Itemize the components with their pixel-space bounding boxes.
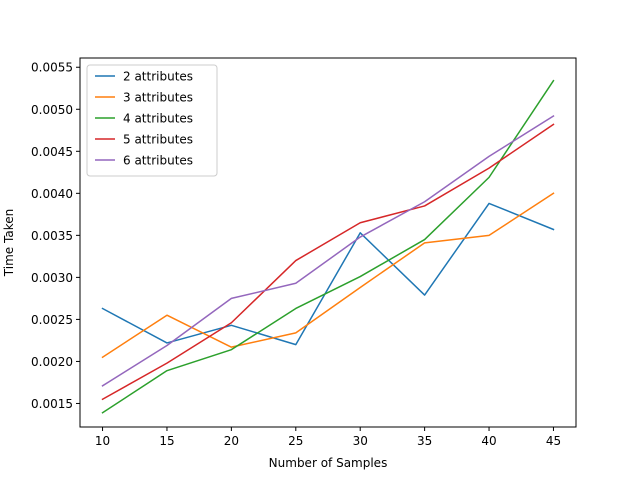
legend-box xyxy=(86,64,218,177)
legend-label: 2 attributes xyxy=(123,70,193,84)
x-tick-label: 45 xyxy=(546,434,561,448)
y-tick-label: 0.0015 xyxy=(31,397,73,411)
series-line-4 xyxy=(101,123,555,401)
series-line-2 xyxy=(101,192,555,359)
x-tick-label: 35 xyxy=(417,434,432,448)
legend: 2 attributes 3 attributes 4 attributes 5 at… xyxy=(86,64,218,177)
x-tick-label: 10 xyxy=(95,434,110,448)
legend-label: 4 attributes xyxy=(123,112,193,126)
y-tick-label: 0.0040 xyxy=(31,187,73,201)
series-line-5 xyxy=(101,114,555,387)
y-tick-label: 0.0035 xyxy=(31,229,73,243)
y-tick-label: 0.0020 xyxy=(31,355,73,369)
x-tick-label: 30 xyxy=(353,434,368,448)
y-axis-label: Time Taken xyxy=(2,209,16,277)
x-tick-label: 40 xyxy=(481,434,496,448)
x-tick-label: 25 xyxy=(288,434,303,448)
y-tick-label: 0.0030 xyxy=(31,271,73,285)
y-tick-label: 0.0045 xyxy=(31,145,73,159)
legend-label: 6 attributes xyxy=(123,154,193,168)
y-tick-label: 0.0025 xyxy=(31,313,73,327)
legend-label: 5 attributes xyxy=(123,133,193,147)
series-line-1 xyxy=(101,202,555,346)
x-tick-label: 15 xyxy=(159,434,174,448)
plot-frame xyxy=(79,57,577,428)
x-axis: 10 15 20 25 30 35 40 45 xyxy=(95,427,561,448)
series-line-3 xyxy=(101,79,555,414)
series-layer xyxy=(101,79,555,414)
y-tick-label: 0.0050 xyxy=(31,103,73,117)
y-tick-label: 0.0055 xyxy=(31,61,73,75)
y-axis: 0.0015 0.0020 0.0025 0.0030 0.0035 0.0040 0.00… xyxy=(31,61,80,411)
x-axis-label: Number of Samples xyxy=(269,456,388,470)
x-tick-label: 20 xyxy=(224,434,239,448)
legend-label: 3 attributes xyxy=(123,91,193,105)
